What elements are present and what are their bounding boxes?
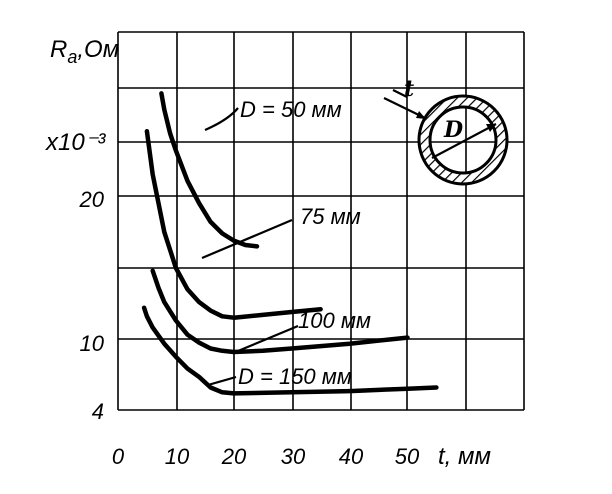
curves — [141, 91, 439, 396]
y-tick-label: 20 — [79, 187, 105, 212]
label-leaders — [201, 107, 299, 387]
series-line-3 — [141, 305, 439, 396]
inset-d-label: D — [443, 117, 463, 143]
x-tick-label: 40 — [339, 444, 364, 469]
thickness-arrowhead — [416, 111, 426, 119]
tube-inner-edge — [428, 105, 498, 175]
diameter-arrow — [431, 123, 497, 159]
x-tick-label: 10 — [165, 444, 190, 469]
x-tick-label: 0 — [112, 444, 125, 469]
grid — [117, 31, 525, 411]
x-tick-label: 30 — [281, 444, 306, 469]
series-label-d50: D = 50 мм — [240, 97, 342, 122]
inset-t-label: t — [404, 76, 414, 102]
leader-d50 — [204, 107, 239, 132]
thickness-arrow-tail — [392, 89, 408, 98]
x-tick-label: 20 — [221, 444, 247, 469]
x-tick-labels: 0 10 20 30 40 50 — [112, 444, 420, 469]
x-axis-title: t, мм — [438, 443, 491, 470]
y-axis-unit: ,Ом — [77, 36, 119, 63]
tube-wall — [419, 96, 507, 184]
leader-75 — [201, 218, 293, 260]
series-label-100: 100 мм — [298, 308, 371, 333]
tube-cross-section: t D — [383, 76, 509, 186]
y-tick-label: 4 — [92, 399, 104, 424]
series-line-1 — [144, 128, 323, 320]
y-axis-subscript: a — [67, 47, 77, 67]
series-line-2 — [150, 268, 410, 355]
x-tick-label: 50 — [395, 444, 420, 469]
y-axis-title: Ra,Ом — [50, 36, 119, 67]
y-multiplier: x10⁻³ — [45, 129, 106, 156]
leader-100 — [237, 324, 299, 353]
y-axis-symbol: R — [50, 36, 67, 63]
y-tick-label: 10 — [80, 331, 105, 356]
series-label-150: D = 150 мм — [238, 364, 352, 389]
tube-outer-edge — [417, 94, 509, 186]
series-label-75: 75 мм — [300, 204, 361, 229]
y-tick-labels: 4 10 20 — [79, 187, 105, 424]
leader-150 — [207, 375, 237, 387]
diameter-arrowhead — [486, 124, 496, 132]
